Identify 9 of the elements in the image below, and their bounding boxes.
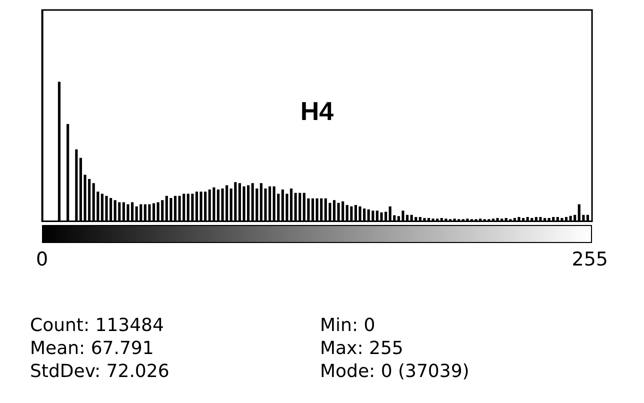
text: Min: 0 xyxy=(320,314,376,337)
text: H4 xyxy=(299,96,335,127)
text: StdDev: 72.026 xyxy=(30,360,170,383)
text: Count: 113484 xyxy=(30,314,165,337)
text: Mean: 67.791 xyxy=(30,337,155,360)
x-tick-label: 255 xyxy=(572,248,608,271)
text: Max: 255 xyxy=(320,337,404,360)
text: Mode: 0 (37039) xyxy=(320,360,470,383)
x-tick-label: 0 xyxy=(36,248,48,271)
